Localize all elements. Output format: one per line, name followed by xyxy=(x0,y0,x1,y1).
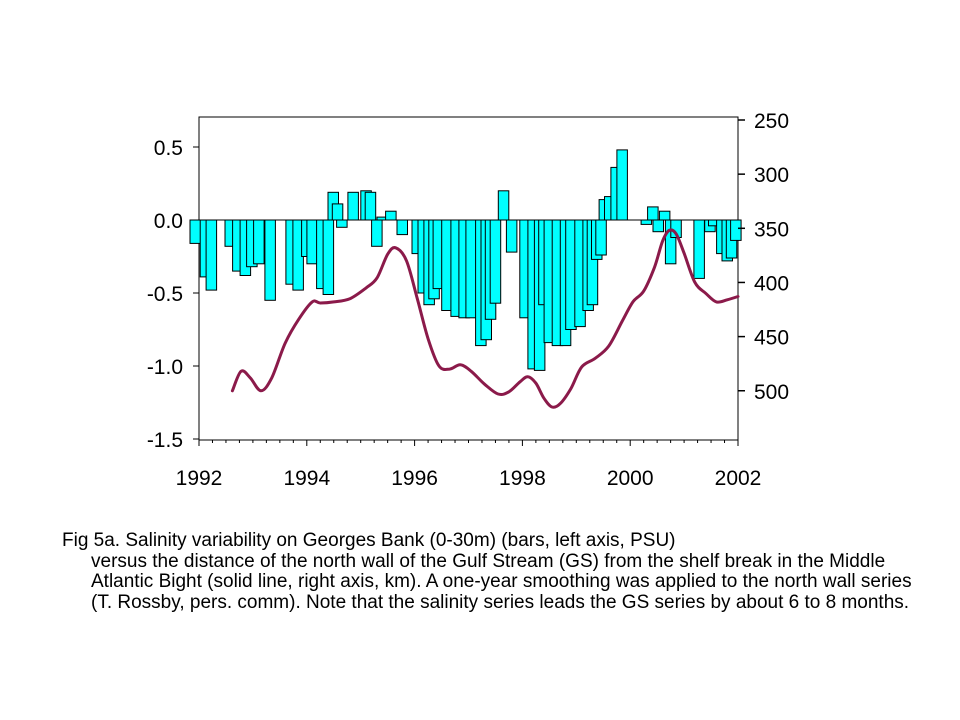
salinity-bar xyxy=(652,219,664,233)
salinity-bar xyxy=(658,210,671,221)
salinity-bar xyxy=(253,219,265,265)
x-tick-label: 2002 xyxy=(715,467,762,490)
right-tick-label: 300 xyxy=(754,164,789,187)
salinity-bar xyxy=(647,206,659,221)
salinity-bar xyxy=(693,219,705,279)
salinity-bar xyxy=(730,219,742,241)
salinity-bar xyxy=(497,190,510,221)
salinity-bar xyxy=(396,219,408,236)
salinity-bar xyxy=(306,219,318,265)
right-tick-label: 400 xyxy=(754,272,789,295)
chart: 1992 1994 1996 1998 2000 2002 0.5 0.0 -0.5 -1.0 -… xyxy=(147,110,789,490)
salinity-bar xyxy=(489,219,502,304)
salinity-bar xyxy=(385,210,397,221)
right-tick-label: 250 xyxy=(754,110,789,133)
salinity-bar xyxy=(322,219,335,295)
right-tick-label: 500 xyxy=(754,381,789,404)
right-tick-label: 350 xyxy=(754,218,789,241)
gulf-stream-line xyxy=(230,228,740,409)
left-tick-label: -0.5 xyxy=(147,283,183,306)
salinity-bar xyxy=(264,219,276,301)
salinity-bar xyxy=(205,219,218,291)
salinity-bar xyxy=(331,203,344,221)
salinity-bar xyxy=(364,191,377,221)
x-tick-label: 1998 xyxy=(499,467,546,490)
right-axis: 250 300 350 400 450 500 xyxy=(738,110,789,404)
caption-body: versus the distance of the north wall of… xyxy=(91,550,912,613)
salinity-bar xyxy=(336,219,348,228)
left-tick-label: -1.0 xyxy=(147,356,183,379)
salinity-bar xyxy=(465,219,477,319)
left-tick-label: 0.5 xyxy=(154,137,183,160)
x-tick-label: 1994 xyxy=(283,467,330,490)
x-tick-label: 2000 xyxy=(607,467,654,490)
x-axis: 1992 1994 1996 1998 2000 2002 xyxy=(176,440,762,490)
x-tick-label: 1996 xyxy=(391,467,438,490)
caption-first-line: Fig 5a. Salinity variability on Georges … xyxy=(62,530,676,551)
salinity-bar xyxy=(347,191,359,221)
x-tick-label: 1992 xyxy=(176,467,223,490)
left-axis: 0.5 0.0 -0.5 -1.0 -1.5 xyxy=(147,137,199,452)
salinity-bar xyxy=(505,219,518,253)
right-tick-label: 450 xyxy=(754,327,789,350)
salinity-bar xyxy=(595,219,607,256)
figure-caption: Fig 5a. Salinity variability on Georges … xyxy=(62,530,922,613)
salinity-bar xyxy=(640,219,653,225)
salinity-bars xyxy=(189,149,742,371)
salinity-bar xyxy=(189,219,201,244)
left-tick-label: -1.5 xyxy=(147,429,183,452)
salinity-bar xyxy=(616,149,628,221)
left-tick-label: 0.0 xyxy=(154,210,183,233)
salinity-bar xyxy=(371,219,383,247)
